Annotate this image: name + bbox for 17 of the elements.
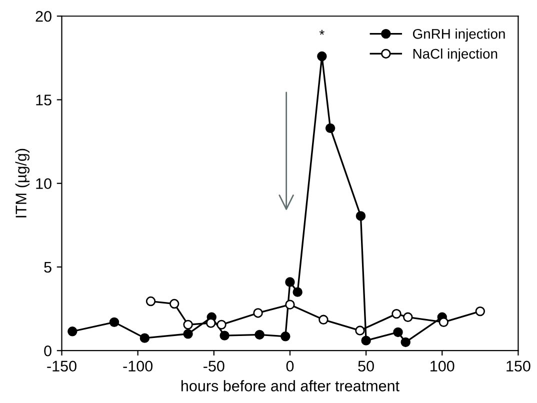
annotation: * bbox=[319, 30, 324, 35]
x-tick-label: 100 bbox=[430, 360, 454, 372]
x-tick-label: -150 bbox=[47, 360, 76, 372]
legend-label: GnRH injection bbox=[413, 28, 505, 42]
x-axis-title: hours before and after treatment bbox=[181, 380, 400, 392]
legend-label: NaCl injection bbox=[413, 48, 498, 62]
y-tick-label: 0 bbox=[44, 345, 52, 356]
y-tick-label: 10 bbox=[36, 178, 52, 190]
x-tick-label: -50 bbox=[204, 360, 224, 372]
y-tick-label: 5 bbox=[44, 262, 52, 273]
y-tick-label: 15 bbox=[36, 94, 52, 106]
x-tick-label: 150 bbox=[506, 360, 530, 372]
x-tick-label: 50 bbox=[358, 360, 374, 372]
x-tick-label: -100 bbox=[123, 360, 153, 372]
y-tick-label: 20 bbox=[36, 10, 52, 22]
x-tick-label: 0 bbox=[286, 360, 294, 372]
y-axis-title: ITM (µg/g) bbox=[15, 148, 30, 218]
